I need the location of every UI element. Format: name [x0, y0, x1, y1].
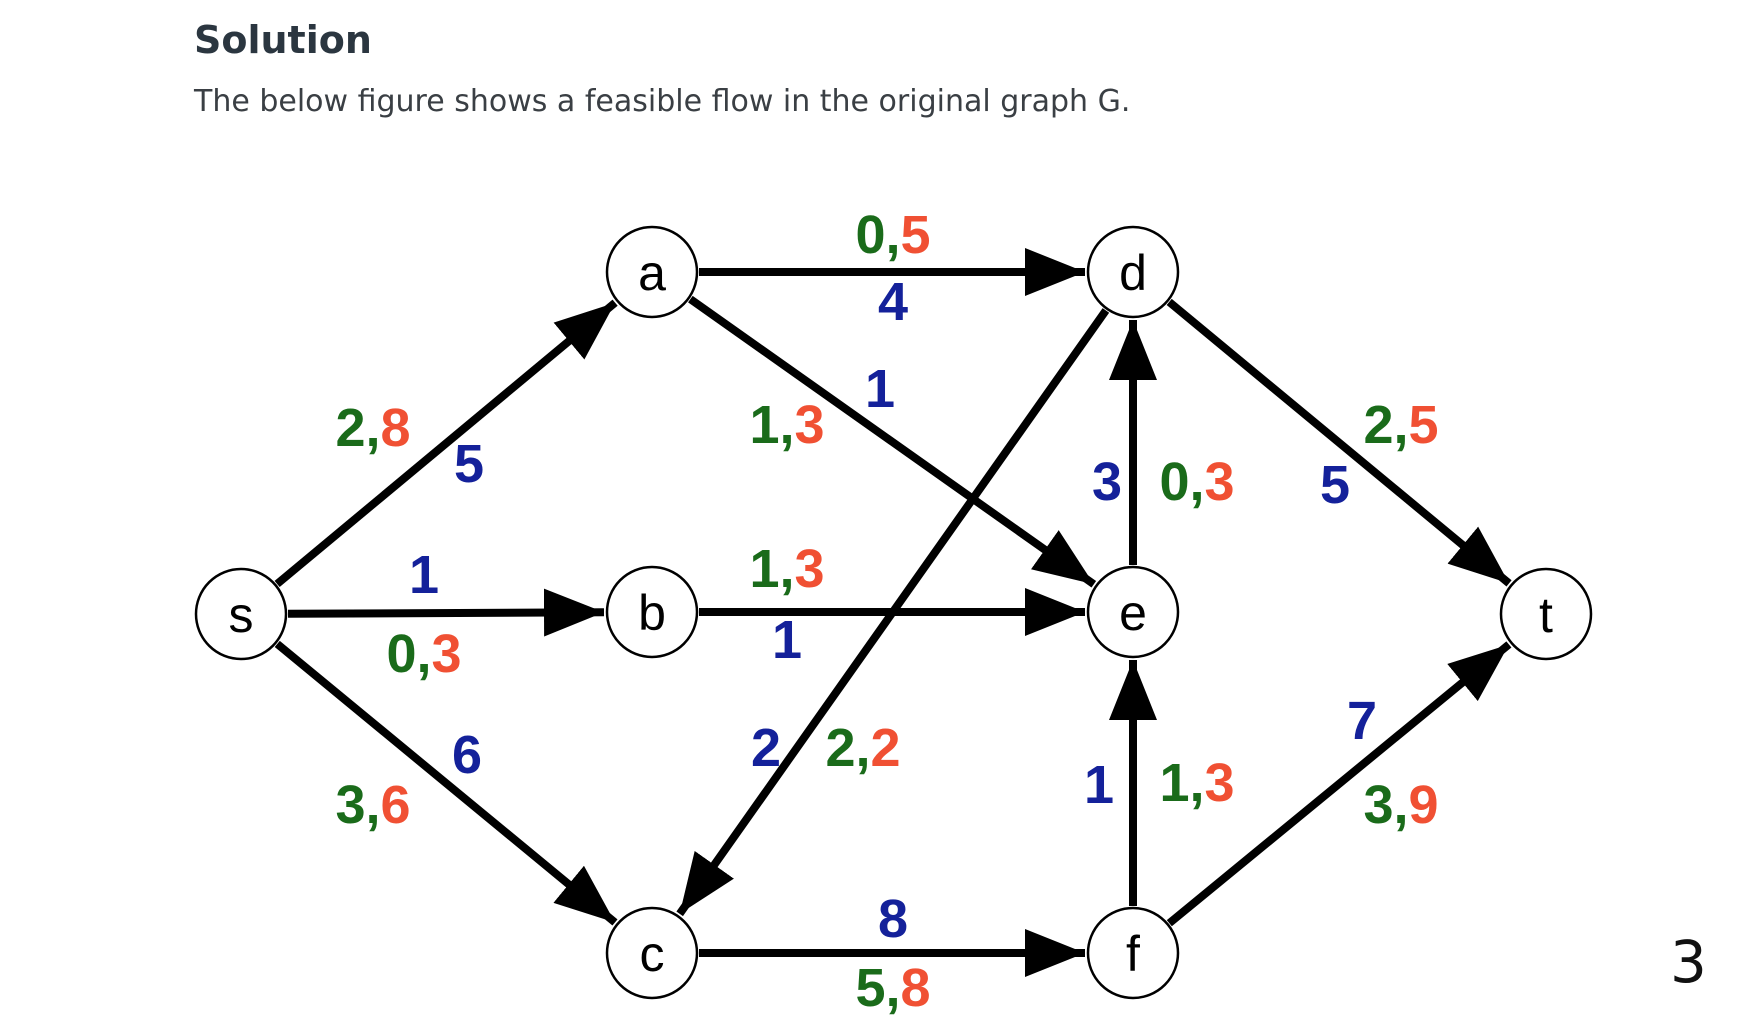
edge-d-t-value-label: 5: [1320, 455, 1350, 515]
edge-s-b: [287, 588, 605, 637]
flow-value: 3: [1363, 775, 1393, 835]
flow-value: 2: [335, 398, 365, 458]
edge-s-c: [274, 640, 618, 926]
edge-d-c-value-label: 2: [751, 718, 781, 778]
node-d-label: d: [1119, 245, 1147, 301]
node-a-label: a: [638, 245, 666, 301]
separator-comma: ,: [1393, 395, 1408, 455]
separator-comma: ,: [855, 718, 870, 778]
node-a: a: [605, 225, 699, 319]
edge-c-f-flow-capacity-label: 5,8: [855, 958, 930, 1018]
edge-f-t-flow-capacity-label: 3,9: [1363, 775, 1438, 835]
node-t-label: t: [1539, 587, 1553, 643]
node-c: c: [605, 906, 699, 1000]
edge-f-e-value-label: 1: [1084, 755, 1114, 815]
capacity-value: 5: [1409, 395, 1439, 455]
separator-comma: ,: [885, 205, 900, 265]
edge-a-d-value-label: 4: [878, 272, 908, 332]
edge-d-c-flow-capacity-label: 2,2: [825, 718, 900, 778]
node-d-circle: [1086, 225, 1180, 319]
flow-value: 2: [825, 718, 855, 778]
node-f: f: [1086, 906, 1180, 1000]
flow-value: 1: [749, 395, 779, 455]
separator-comma: ,: [1393, 775, 1408, 835]
node-b: b: [605, 565, 699, 659]
edge-a-e-flow-capacity-label: 1,3: [749, 395, 824, 455]
edge-f-t: [1166, 641, 1512, 927]
capacity-value: 3: [795, 395, 825, 455]
edge-e-d-value-label: 3: [1092, 452, 1122, 512]
edge-s-a-value-label: 5: [454, 434, 484, 494]
figure-description: The below figure shows a feasible flow i…: [194, 84, 1131, 119]
node-c-label: c: [640, 926, 665, 982]
node-s-label: s: [229, 587, 254, 643]
node-d: d: [1086, 225, 1180, 319]
node-e-circle: [1086, 565, 1180, 659]
edge-f-t-value-label: 7: [1347, 691, 1377, 751]
node-c-circle: [605, 906, 699, 1000]
edge-b-e-value-label: 1: [772, 610, 802, 670]
capacity-value: 3: [1205, 452, 1235, 512]
edge-s-b-value-label: 1: [409, 545, 439, 605]
edge-d-t: [1166, 298, 1512, 587]
solution-heading: Solution: [194, 18, 372, 62]
edge-e-d-flow-capacity-label: 0,3: [1159, 452, 1234, 512]
separator-comma: ,: [885, 958, 900, 1018]
node-f-label: f: [1126, 926, 1140, 982]
node-a-circle: [605, 225, 699, 319]
page-number: 3: [1670, 928, 1707, 996]
capacity-value: 9: [1409, 775, 1439, 835]
capacity-value: 3: [432, 624, 462, 684]
edge-a-e-value-label: 1: [865, 359, 895, 419]
flow-value: 5: [855, 958, 885, 1018]
edge-c-f-value-label: 8: [878, 889, 908, 949]
separator-comma: ,: [1189, 753, 1204, 813]
node-t: t: [1499, 567, 1593, 661]
separator-comma: ,: [365, 398, 380, 458]
node-e-label: e: [1119, 585, 1147, 641]
separator-comma: ,: [365, 775, 380, 835]
node-t-circle: [1499, 567, 1593, 661]
node-s: s: [194, 567, 288, 661]
node-e: e: [1086, 565, 1180, 659]
edge-a-d-flow-capacity-label: 0,5: [855, 205, 930, 265]
edge-f-e-flow-capacity-label: 1,3: [1159, 753, 1234, 813]
flow-value: 0: [1159, 452, 1189, 512]
edge-s-c-flow-capacity-label: 3,6: [335, 775, 410, 835]
node-b-label: b: [638, 585, 666, 641]
flow-value: 1: [1159, 753, 1189, 813]
capacity-value: 6: [381, 775, 411, 835]
capacity-value: 5: [901, 205, 931, 265]
edge-s-a: [274, 299, 618, 588]
flow-value: 0: [386, 624, 416, 684]
separator-comma: ,: [1189, 452, 1204, 512]
edge-a-e: [688, 295, 1097, 588]
edge-b-e-flow-capacity-label: 1,3: [749, 539, 824, 599]
flow-value: 1: [749, 539, 779, 599]
flow-value: 3: [335, 775, 365, 835]
capacity-value: 8: [901, 958, 931, 1018]
node-f-circle: [1086, 906, 1180, 1000]
flow-value: 0: [855, 205, 885, 265]
capacity-value: 3: [1205, 753, 1235, 813]
edge-label-layer: 2,850,313,660,541,311,312,225,880,331,31…: [335, 205, 1438, 1018]
capacity-value: 8: [381, 398, 411, 458]
edge-s-c-value-label: 6: [452, 725, 482, 785]
node-s-circle: [194, 567, 288, 661]
separator-comma: ,: [779, 395, 794, 455]
edge-d-t-flow-capacity-label: 2,5: [1363, 395, 1438, 455]
capacity-value: 2: [871, 718, 901, 778]
edge-s-a-flow-capacity-label: 2,8: [335, 398, 410, 458]
flow-value: 2: [1363, 395, 1393, 455]
edge-d-c: [676, 308, 1110, 917]
capacity-value: 3: [795, 539, 825, 599]
separator-comma: ,: [416, 624, 431, 684]
edge-s-b-flow-capacity-label: 0,3: [386, 624, 461, 684]
separator-comma: ,: [779, 539, 794, 599]
edge-layer: [274, 248, 1512, 977]
node-b-circle: [605, 565, 699, 659]
node-layer: s a b c d e f t: [194, 225, 1593, 1000]
